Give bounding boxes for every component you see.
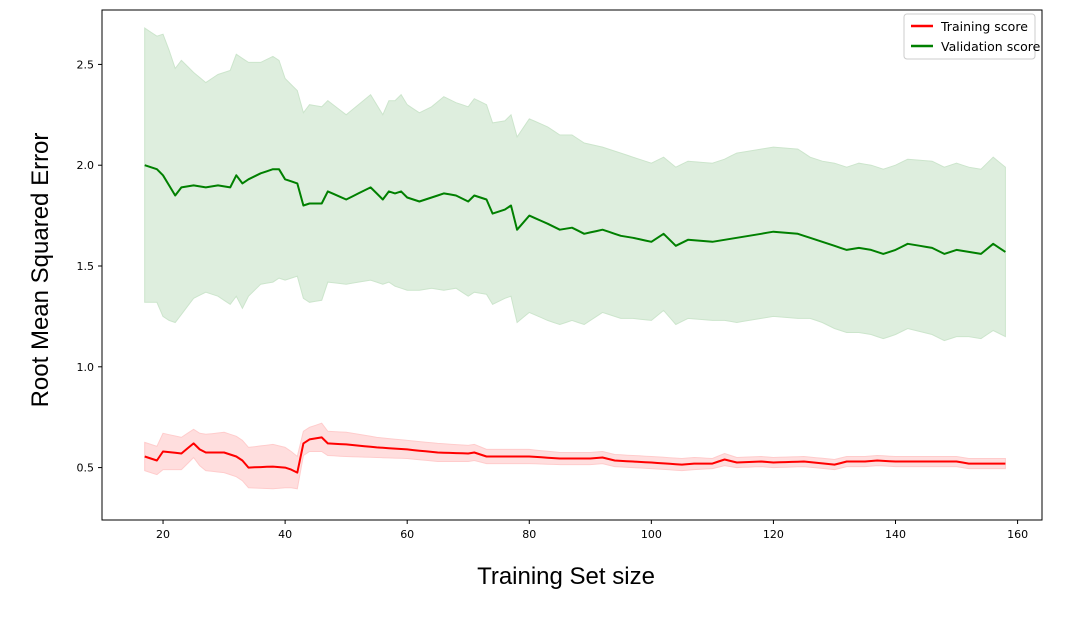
x-tick-label: 120: [763, 528, 784, 541]
y-axis-ticks: 0.5 1.0 1.5 2.0 2.5: [77, 58, 102, 475]
confidence-bands: [144, 27, 1006, 490]
validation-score-band: [144, 27, 1006, 342]
y-tick-label: 1.5: [77, 260, 95, 273]
x-tick-label: 140: [885, 528, 906, 541]
validation-score-line: [144, 164, 1006, 255]
x-tick-label: 100: [641, 528, 662, 541]
y-tick-label: 2.0: [77, 159, 95, 172]
x-tick-label: 40: [278, 528, 292, 541]
x-tick-label: 60: [400, 528, 414, 541]
legend-training-label: Training score: [940, 19, 1028, 34]
y-tick-label: 1.0: [77, 361, 95, 374]
y-tick-label: 2.5: [77, 58, 95, 71]
y-tick-label: 0.5: [77, 462, 95, 475]
y-axis-title: Root Mean Squared Error: [27, 133, 54, 408]
x-tick-label: 160: [1007, 528, 1028, 541]
legend-validation-label: Validation score: [941, 39, 1041, 54]
legend-box: [903, 13, 1036, 60]
training-score-band: [144, 422, 1006, 490]
training-score-line: [144, 436, 1006, 474]
plot-frame: [101, 9, 1043, 521]
score-lines: [144, 164, 1006, 474]
x-axis-title: Training Set size: [477, 563, 655, 590]
legend: Training score Validation score: [903, 13, 1041, 60]
x-tick-label: 80: [522, 528, 536, 541]
x-axis-ticks: 20 40 60 80 100 120 140 160: [156, 520, 1028, 541]
x-tick-label: 20: [156, 528, 170, 541]
